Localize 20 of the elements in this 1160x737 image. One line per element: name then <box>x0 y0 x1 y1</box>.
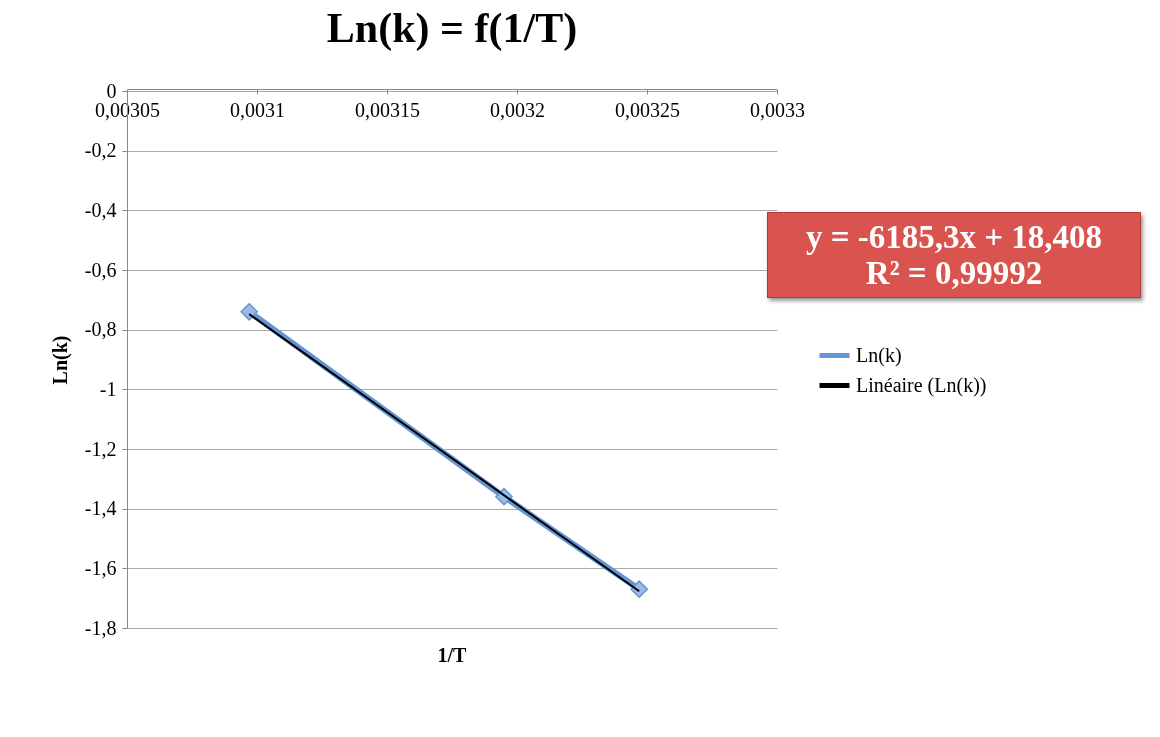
y-tick-label: -0,6 <box>84 258 117 281</box>
x-tick-label: 0,00325 <box>615 98 680 121</box>
y-tick-label: -0,2 <box>84 139 117 162</box>
x-axis-title: 1/T <box>437 644 468 666</box>
y-tick-label: -1,8 <box>84 616 117 639</box>
y-tick-label: -1,4 <box>84 497 117 520</box>
x-tick-label: 0,00315 <box>355 98 420 121</box>
legend-label: Ln(k) <box>856 343 902 367</box>
chart-title: Ln(k) = f(1/T) <box>326 5 578 52</box>
y-tick-label: -1,2 <box>84 437 117 460</box>
equation-box: y = -6185,3x + 18,408 R² = 0,99992 <box>767 212 1141 298</box>
y-tick-label: -0,8 <box>84 318 117 341</box>
y-tick-label: -1,6 <box>84 556 117 579</box>
x-tick-label: 0,0033 <box>750 98 805 121</box>
legend-label: Linéaire (Ln(k)) <box>856 373 987 397</box>
y-tick-label: -0,4 <box>84 198 117 221</box>
x-tick-label: 0,0032 <box>490 98 545 121</box>
y-tick-label: -1 <box>99 377 117 400</box>
y-axis-title: Ln(k) <box>48 335 72 385</box>
x-tick-label: 0,0031 <box>230 98 285 121</box>
